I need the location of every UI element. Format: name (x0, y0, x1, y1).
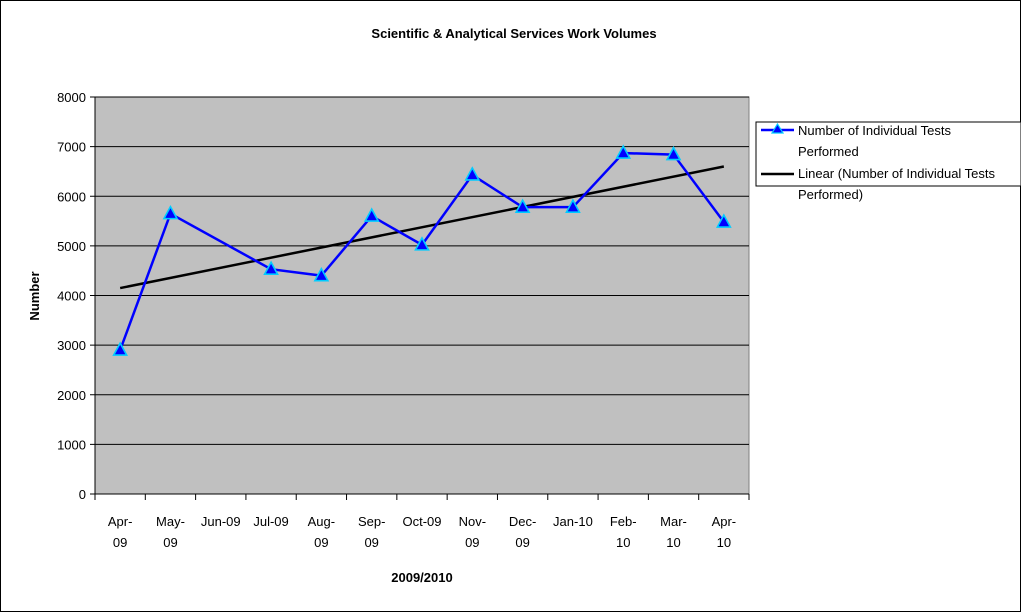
y-axis-ticks: 0 1000 2000 3000 4000 5000 6000 7000 8000 (57, 90, 96, 502)
x-tick-label: Sep- (358, 514, 385, 529)
x-tick-label: 09 (515, 535, 529, 550)
series-layer (112, 144, 732, 356)
data-point-marker (665, 145, 682, 161)
legend-box (755, 121, 1021, 187)
x-tick-label: 09 (163, 535, 177, 550)
x-tick-label: 09 (314, 535, 328, 550)
y-tick-label: 6000 (57, 189, 86, 204)
x-tick-label: 09 (364, 535, 378, 550)
x-tick-label: 10 (666, 535, 680, 550)
legend-series-marker (770, 122, 785, 134)
chart-title: Scientific & Analytical Services Work Vo… (371, 26, 656, 41)
x-tick-label: Dec- (509, 514, 536, 529)
data-point-marker (263, 260, 279, 275)
data-point-marker (615, 144, 632, 159)
data-point-marker (565, 198, 581, 213)
x-tick-label: Apr- (712, 514, 737, 529)
x-tick-label: Nov- (459, 514, 486, 529)
y-tick-label: 4000 (57, 289, 86, 304)
x-tick-label: 10 (717, 535, 731, 550)
y-tick-label: 2000 (57, 388, 86, 403)
legend-series-label: Number of Individual Tests (798, 123, 951, 138)
x-tick-label: Jan-10 (553, 514, 593, 529)
data-point-marker (514, 198, 531, 213)
data-point-marker (313, 266, 330, 282)
data-point-marker (112, 341, 128, 356)
y-axis-title: Number (27, 271, 42, 320)
x-tick-label: 10 (616, 535, 630, 550)
legend: Number of Individual Tests Performed Linea… (755, 121, 1021, 202)
x-axis-title: 2009/2010 (391, 570, 452, 585)
x-tick-label: Jul-09 (253, 514, 288, 529)
legend-trend-label: Performed) (798, 187, 863, 202)
y-tick-label: 7000 (57, 140, 86, 155)
data-point-marker (363, 207, 380, 222)
data-point-marker (414, 236, 430, 251)
legend-series-label: Performed (798, 144, 859, 159)
x-tick-label: 09 (465, 535, 479, 550)
x-tick-label: Feb- (610, 514, 637, 529)
legend-items: Number of Individual Tests Performed Linea… (761, 122, 996, 202)
x-tick-label: Mar- (660, 514, 687, 529)
x-tick-label: Aug- (308, 514, 335, 529)
series-line (118, 151, 725, 351)
y-tick-label: 0 (79, 487, 86, 502)
y-tick-label: 3000 (57, 338, 86, 353)
x-tick-label: Jun-09 (201, 514, 241, 529)
y-tick-label: 8000 (57, 90, 86, 105)
x-tick-label: Oct-09 (402, 514, 441, 529)
x-tick-label: May- (156, 514, 185, 529)
data-point-marker (716, 213, 732, 228)
x-tick-label: 09 (113, 535, 127, 550)
y-tick-label: 5000 (57, 239, 86, 254)
trendline-layer (119, 165, 725, 290)
data-point-marker (162, 204, 179, 220)
y-tick-label: 1000 (57, 437, 86, 452)
data-point-marker (464, 166, 481, 181)
trendline (119, 165, 725, 290)
x-tick-label: Apr- (108, 514, 133, 529)
x-axis-ticks: Apr- 09 May- 09 Jun-09 Jul-09 Aug- 09 Sep- 09 Oct-… (94, 493, 750, 550)
legend-trend-label: Linear (Number of Individual Tests (798, 166, 996, 181)
